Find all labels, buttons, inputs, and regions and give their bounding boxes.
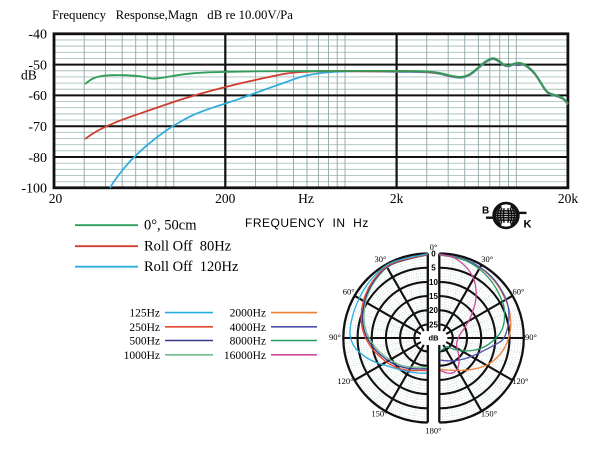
svg-text:2000Hz: 2000Hz (230, 308, 266, 320)
svg-text:90°: 90° (329, 332, 341, 342)
svg-text:150°: 150° (481, 409, 497, 419)
svg-text:-100: -100 (21, 182, 47, 197)
svg-text:-40: -40 (28, 28, 47, 43)
svg-text:20: 20 (429, 306, 438, 315)
svg-text:30°: 30° (374, 254, 386, 264)
svg-text:0°, 50cm: 0°, 50cm (144, 217, 197, 233)
svg-text:125Hz: 125Hz (129, 308, 160, 320)
svg-text:0°: 0° (430, 242, 438, 252)
svg-text:30°: 30° (481, 254, 493, 264)
svg-text:10: 10 (429, 278, 438, 287)
svg-text:500Hz: 500Hz (129, 336, 160, 348)
svg-text:Frequency Response,Magn dB: Frequency Response,Magn dB re 10.00V/Pa (52, 8, 293, 22)
svg-text:Hz: Hz (298, 191, 314, 206)
svg-text:250Hz: 250Hz (129, 322, 160, 334)
svg-text:120°: 120° (337, 376, 353, 386)
svg-text:Roll Off 120Hz: Roll Off 120Hz (144, 259, 239, 275)
svg-text:25: 25 (429, 320, 438, 329)
svg-text:60°: 60° (512, 287, 524, 297)
svg-text:Roll Off 80Hz: Roll Off 80Hz (144, 238, 232, 254)
svg-text:B: B (482, 206, 489, 217)
svg-text:FREQUENCY IN Hz: FREQUENCY IN Hz (245, 216, 369, 230)
svg-text:5: 5 (431, 264, 436, 273)
svg-text:-60: -60 (28, 89, 47, 104)
svg-text:-80: -80 (28, 151, 47, 166)
svg-text:180°: 180° (425, 426, 441, 436)
svg-text:dB: dB (21, 68, 37, 83)
svg-text:90°: 90° (525, 332, 537, 342)
svg-text:150°: 150° (371, 409, 387, 419)
svg-text:15: 15 (429, 292, 438, 301)
svg-text:8000Hz: 8000Hz (230, 336, 266, 348)
svg-text:200: 200 (215, 191, 236, 206)
svg-text:120°: 120° (512, 376, 528, 386)
svg-text:20k: 20k (558, 191, 579, 206)
svg-text:-70: -70 (28, 120, 47, 135)
svg-text:60°: 60° (343, 287, 355, 297)
svg-text:2k: 2k (390, 191, 404, 206)
svg-text:dB: dB (429, 334, 440, 343)
svg-text:0: 0 (431, 249, 436, 258)
svg-text:20: 20 (49, 191, 63, 206)
svg-text:K: K (524, 219, 532, 231)
svg-text:1000Hz: 1000Hz (124, 350, 160, 362)
svg-text:16000Hz: 16000Hz (224, 350, 266, 362)
svg-text:-50: -50 (28, 58, 47, 73)
svg-text:4000Hz: 4000Hz (230, 322, 266, 334)
